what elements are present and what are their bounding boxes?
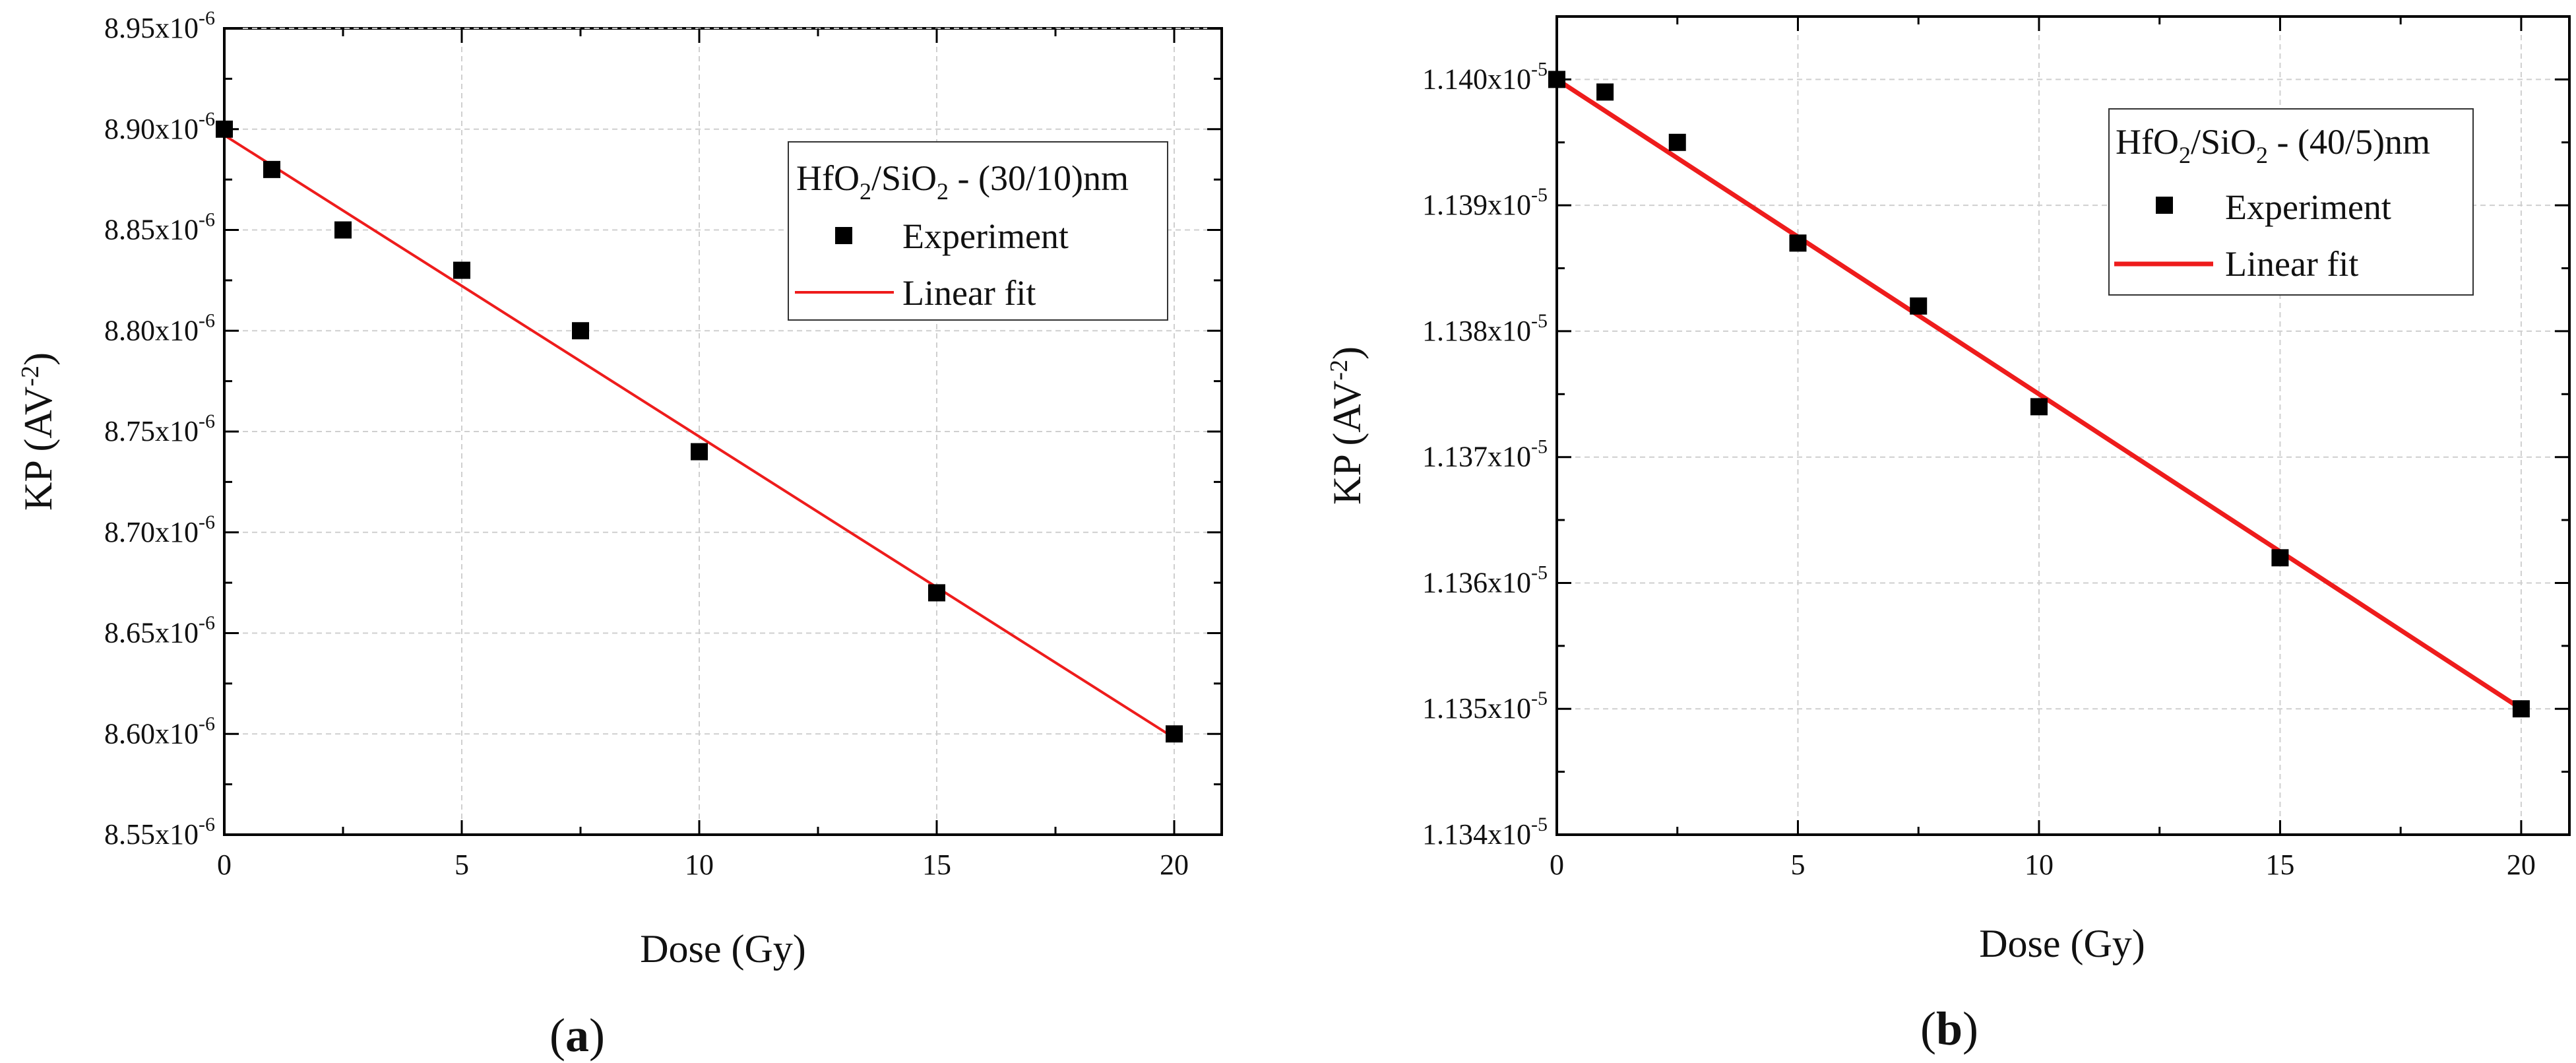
data-point-a (928, 584, 945, 602)
chart-panel-b: 0 5 10 15 20 1.134x10-5 1.135x10-5 1.136x10-5 1.… (1325, 15, 2571, 1055)
y-axis-title-a: KP (AV-2) (16, 352, 60, 511)
y-tick-label-a: 8.85x10-6 (104, 209, 215, 246)
legend-marker-experiment-a (835, 227, 852, 244)
data-point-b (1668, 133, 1686, 151)
y-tick-exponent-a: -6 (199, 309, 215, 331)
y-tick-label-b: 1.134x10-5 (1422, 814, 1548, 851)
chart-panel-a: 0 5 10 15 20 8.55x10-6 8.60x10-6 8.65x10-6 8.70x… (16, 7, 1223, 1062)
y-tick-exponent-b: -5 (1531, 184, 1548, 206)
y-tick-label-a: 8.65x10-6 (104, 612, 215, 649)
data-point-a (453, 261, 470, 279)
legend-label-fit-a: Linear fit (902, 273, 1036, 313)
legend-a: HfO2/SiO2 - (30/10)nm Experiment Linear … (788, 141, 1168, 321)
y-tick-exponent-a: -6 (199, 7, 215, 29)
data-point-b (1596, 83, 1614, 101)
y-tick-label-a: 8.60x10-6 (104, 713, 215, 750)
x-tick-label-a: 20 (1160, 849, 1189, 881)
x-axis-title-b: Dose (Gy) (1979, 922, 2145, 965)
ticks-b: 0 5 10 15 20 1.134x10-5 1.135x10-5 1.136x10-5 1.… (1422, 15, 2569, 881)
fit-line-b (1555, 77, 2523, 711)
y-tick-exponent-b: -5 (1531, 562, 1548, 583)
x-tick-label-b: 0 (1550, 849, 1564, 881)
panel-label-a: (a) (550, 1009, 605, 1062)
y-tick-label-b: 1.135x10-5 (1422, 688, 1548, 725)
legend-marker-experiment-b (2156, 197, 2173, 214)
y-tick-label-a: 8.80x10-6 (104, 309, 215, 346)
data-point-a (263, 160, 280, 178)
y-axis-title-b: KP (AV-2) (1325, 346, 1369, 505)
x-tick-label-b: 5 (1790, 849, 1805, 881)
legend-label-experiment-a: Experiment (902, 216, 1069, 256)
y-tick-exponent-a: -6 (199, 713, 215, 734)
data-point-a (691, 443, 708, 461)
y-tick-exponent-b: -5 (1531, 814, 1548, 835)
data-point-b (1789, 234, 1807, 252)
y-tick-label-a: 8.75x10-6 (104, 410, 215, 447)
y-tick-label-b: 1.138x10-5 (1422, 310, 1548, 347)
y-tick-label-b: 1.137x10-5 (1422, 436, 1548, 473)
x-axis-title-a: Dose (Gy) (640, 927, 806, 971)
panel-label-b: (b) (1920, 1002, 1978, 1055)
x-tick-label-a: 10 (685, 849, 714, 881)
legend-label-experiment-b: Experiment (2225, 187, 2391, 227)
y-tick-exponent-b: -5 (1531, 688, 1548, 709)
x-tick-label-b: 20 (2507, 849, 2536, 881)
data-point-b (2271, 549, 2289, 567)
points-layer-a (216, 120, 1183, 743)
legend-title-a: HfO2/SiO2 - (30/10)nm (796, 158, 1129, 205)
x-tick-label-b: 10 (2025, 849, 2054, 881)
legend-label-fit-b: Linear fit (2225, 244, 2358, 284)
y-tick-exponent-b: -5 (1531, 58, 1548, 80)
fit-line-a (223, 134, 1176, 740)
data-point-a (1166, 725, 1183, 743)
data-point-a (216, 120, 233, 138)
data-point-b (1548, 71, 1565, 88)
y-tick-exponent-a: -6 (199, 410, 215, 432)
legend-title-b: HfO2/SiO2 - (40/5)nm (2116, 122, 2430, 168)
grid-b (1557, 16, 2569, 835)
x-tick-label-b: 15 (2265, 849, 2294, 881)
data-point-b (2512, 700, 2530, 718)
data-point-a (572, 322, 589, 340)
y-tick-label-a: 8.90x10-6 (104, 108, 215, 145)
y-tick-label-a: 8.70x10-6 (104, 511, 215, 548)
y-tick-exponent-a: -6 (199, 209, 215, 231)
x-tick-label-a: 5 (455, 849, 469, 881)
data-point-b (2030, 398, 2048, 416)
y-tick-label-b: 1.140x10-5 (1422, 58, 1548, 95)
y-tick-exponent-a: -6 (199, 814, 215, 835)
y-tick-exponent-a: -6 (199, 511, 215, 533)
y-tick-exponent-a: -6 (199, 108, 215, 130)
ticks-a: 0 5 10 15 20 8.55x10-6 8.60x10-6 8.65x10-6 8.70x… (104, 7, 1222, 881)
plot-frame-b (1555, 15, 2571, 836)
points-layer-b (1548, 71, 2530, 718)
fit-layer-a (223, 134, 1176, 740)
y-tick-exponent-b: -5 (1531, 310, 1548, 332)
y-tick-exponent-b: -5 (1531, 436, 1548, 458)
y-tick-label-b: 1.136x10-5 (1422, 562, 1548, 598)
fit-layer-b (1555, 77, 2523, 711)
y-tick-label-a: 8.95x10-6 (104, 7, 215, 44)
y-tick-label-a: 8.55x10-6 (104, 814, 215, 851)
legend-b: HfO2/SiO2 - (40/5)nm Experiment Linear f… (2108, 108, 2474, 296)
x-tick-label-a: 0 (217, 849, 232, 881)
x-tick-label-a: 15 (922, 849, 951, 881)
data-point-a (334, 221, 352, 239)
y-tick-label-b: 1.139x10-5 (1422, 184, 1548, 221)
data-point-b (1910, 297, 1928, 315)
y-tick-exponent-a: -6 (199, 612, 215, 634)
